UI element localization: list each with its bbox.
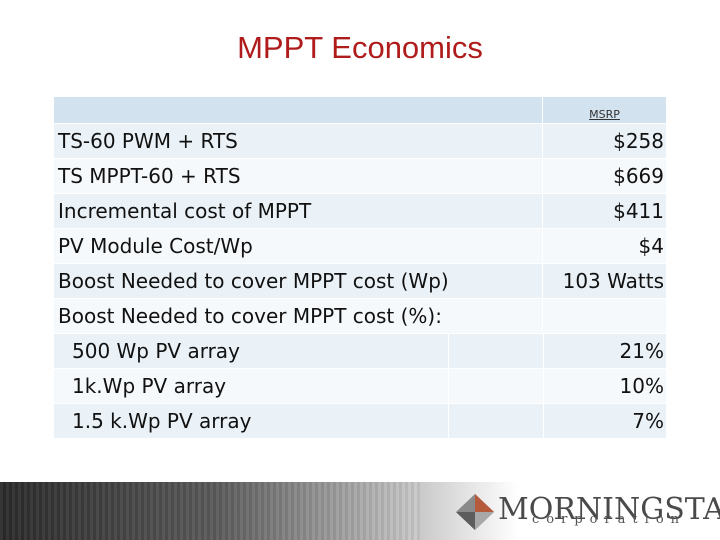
msrp-column-header: MSRP — [589, 108, 620, 121]
footer-band — [0, 482, 720, 540]
table-subrow: 1k.Wp PV array 10% — [54, 369, 666, 404]
table-row: Incremental cost of MPPT $411 — [54, 194, 666, 229]
table-row: Boost Needed to cover MPPT cost (%): — [54, 299, 666, 334]
subrow-value: 21% — [619, 339, 664, 363]
row-value: 103 Watts — [562, 269, 664, 293]
subrow-blank-cell — [448, 404, 543, 438]
table-row: TS-60 PWM + RTS $258 — [54, 124, 666, 159]
slide-title: MPPT Economics — [237, 30, 483, 65]
subrow-label: 1.5 k.Wp PV array — [72, 409, 252, 433]
brand-subtitle: corporation — [532, 512, 687, 527]
subrow-blank-cell — [448, 369, 543, 403]
msrp-header-cell: MSRP — [542, 97, 666, 123]
economics-table: MSRP TS-60 PWM + RTS $258 TS MPPT-60 + R… — [54, 96, 666, 439]
subrow-label: 1k.Wp PV array — [72, 374, 227, 398]
row-label: PV Module Cost/Wp — [58, 234, 253, 258]
row-value: $669 — [613, 164, 664, 188]
table-row: PV Module Cost/Wp $4 — [54, 229, 666, 264]
row-label: Boost Needed to cover MPPT cost (Wp) — [58, 269, 449, 293]
table-header-row: MSRP — [54, 97, 666, 124]
subrow-value: 7% — [632, 409, 664, 433]
header-blank-cell — [54, 97, 542, 123]
brand-name: MORNINGSTAR — [498, 492, 720, 527]
subrow-blank-cell — [448, 334, 543, 368]
morningstar-logo-icon — [456, 494, 494, 530]
row-value: $258 — [613, 129, 664, 153]
table-subrow: 1.5 k.Wp PV array 7% — [54, 404, 666, 439]
row-label: Boost Needed to cover MPPT cost (%): — [58, 304, 442, 328]
table-subrow: 500 Wp PV array 21% — [54, 334, 666, 369]
row-value: $4 — [638, 234, 664, 258]
footer-texture — [0, 482, 420, 540]
row-value: $411 — [613, 199, 664, 223]
row-label: TS MPPT-60 + RTS — [58, 164, 241, 188]
row-label: Incremental cost of MPPT — [58, 199, 312, 223]
subrow-value: 10% — [619, 374, 664, 398]
row-label: TS-60 PWM + RTS — [58, 129, 238, 153]
subrow-label: 500 Wp PV array — [72, 339, 240, 363]
table-row: TS MPPT-60 + RTS $669 — [54, 159, 666, 194]
table-row: Boost Needed to cover MPPT cost (Wp) 103… — [54, 264, 666, 299]
